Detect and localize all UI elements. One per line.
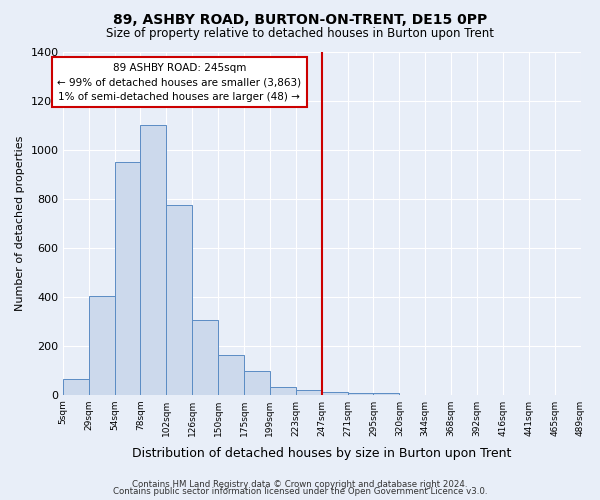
Bar — [270, 387, 296, 396]
Text: Size of property relative to detached houses in Burton upon Trent: Size of property relative to detached ho… — [106, 28, 494, 40]
Text: 89 ASHBY ROAD: 245sqm
← 99% of detached houses are smaller (3,863)
1% of semi-de: 89 ASHBY ROAD: 245sqm ← 99% of detached … — [57, 62, 301, 102]
Text: Contains HM Land Registry data © Crown copyright and database right 2024.: Contains HM Land Registry data © Crown c… — [132, 480, 468, 489]
Y-axis label: Number of detached properties: Number of detached properties — [15, 136, 25, 311]
Text: Contains public sector information licensed under the Open Government Licence v3: Contains public sector information licen… — [113, 488, 487, 496]
Bar — [115, 162, 140, 396]
Bar — [347, 393, 373, 396]
Text: 89, ASHBY ROAD, BURTON-ON-TRENT, DE15 0PP: 89, ASHBY ROAD, BURTON-ON-TRENT, DE15 0P… — [113, 12, 487, 26]
X-axis label: Distribution of detached houses by size in Burton upon Trent: Distribution of detached houses by size … — [132, 447, 511, 460]
Bar — [166, 205, 192, 396]
Bar — [244, 371, 270, 396]
Bar — [218, 355, 244, 396]
Bar — [322, 392, 347, 396]
Bar — [140, 125, 166, 396]
Bar — [296, 390, 322, 396]
Bar — [89, 296, 115, 396]
Bar — [373, 393, 400, 396]
Bar — [63, 380, 89, 396]
Bar — [192, 320, 218, 396]
